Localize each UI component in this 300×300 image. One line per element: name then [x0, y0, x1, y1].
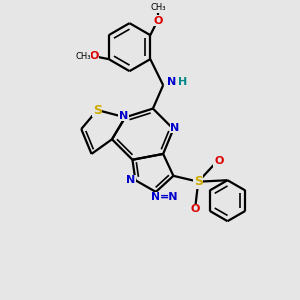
Text: N: N: [126, 175, 136, 185]
Text: O: O: [89, 51, 99, 61]
Text: N: N: [151, 192, 160, 202]
Text: O: O: [214, 156, 224, 166]
Text: O: O: [190, 205, 200, 214]
Text: N: N: [119, 111, 128, 121]
Text: N: N: [167, 77, 176, 87]
Text: S: S: [194, 175, 203, 188]
Text: O: O: [154, 16, 163, 26]
Text: N: N: [170, 123, 179, 133]
Text: S: S: [93, 103, 102, 116]
Text: CH₃: CH₃: [150, 4, 166, 13]
Text: =N: =N: [160, 192, 178, 202]
Text: H: H: [178, 77, 187, 87]
Text: CH₃: CH₃: [75, 52, 91, 61]
